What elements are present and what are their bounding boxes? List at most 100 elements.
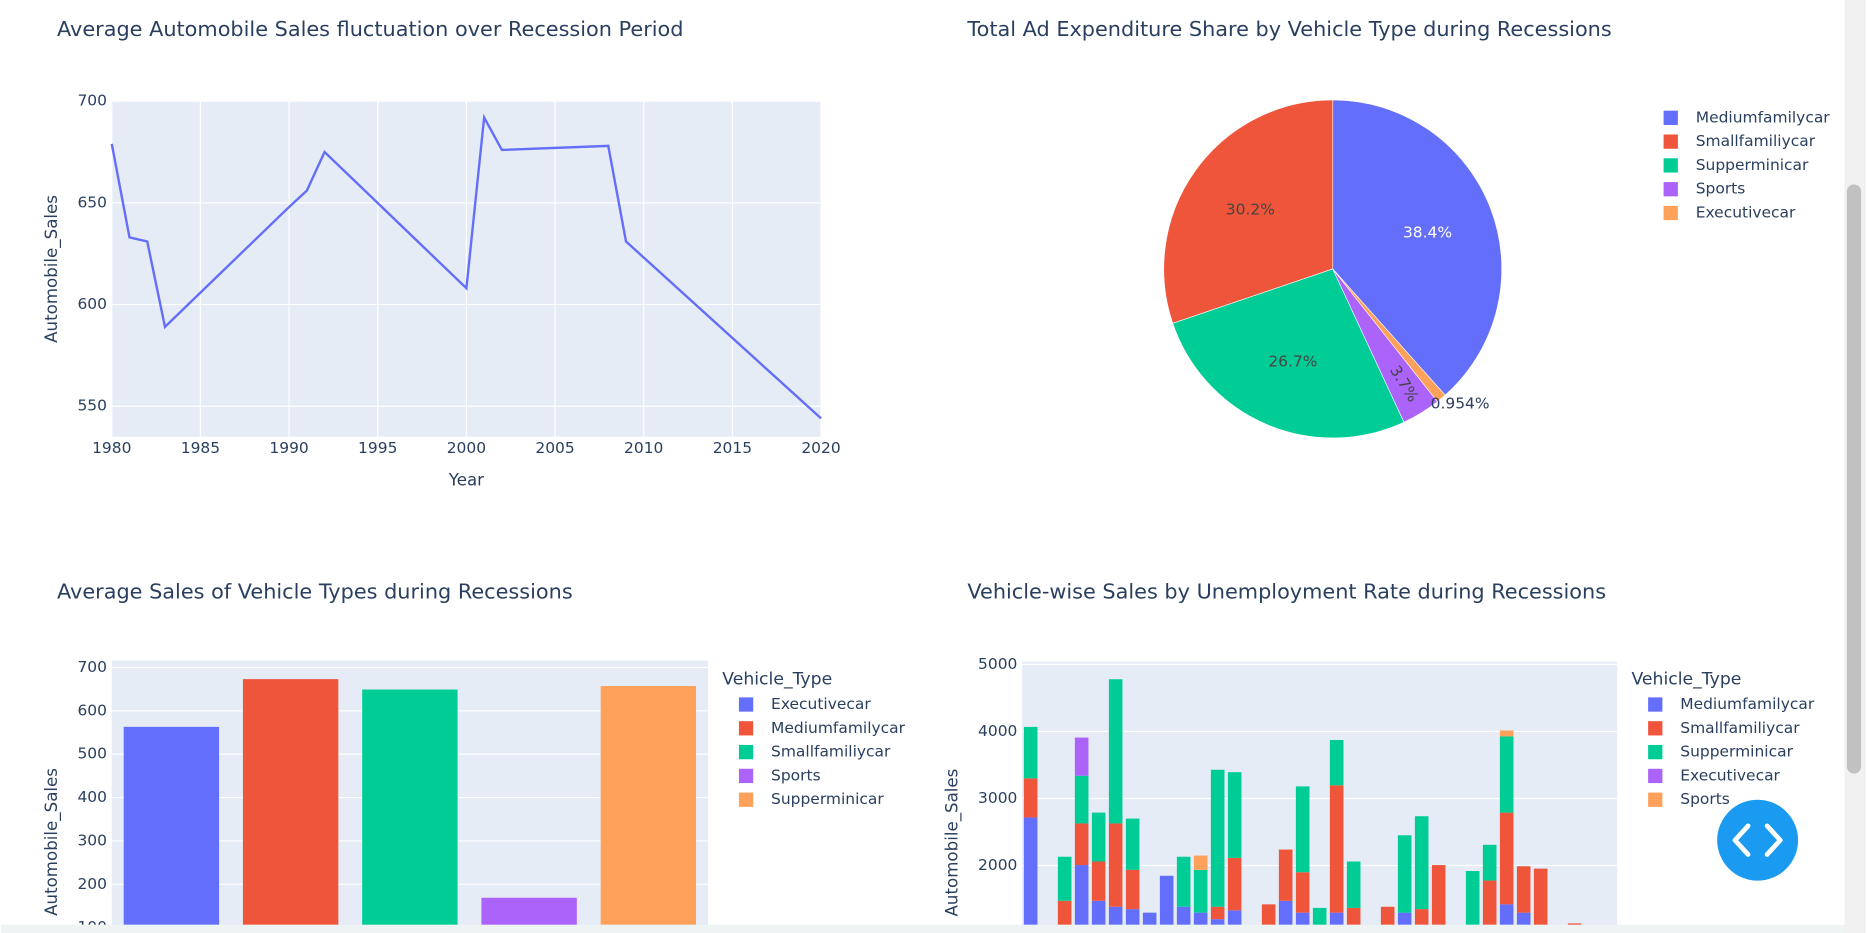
bar	[600, 686, 697, 933]
chart-title: Total Ad Expenditure Share by Vehicle Ty…	[966, 17, 1611, 41]
legend-swatch[interactable]	[1663, 205, 1678, 221]
legend-label[interactable]: Sports	[1680, 790, 1730, 808]
legend-swatch[interactable]	[1648, 744, 1663, 760]
legend-swatch[interactable]	[738, 792, 754, 807]
y-tick-label: 4000	[978, 722, 1017, 740]
y-axis-title: Automobile_Sales	[42, 195, 62, 343]
legend-title: Vehicle_Type	[1631, 670, 1741, 690]
legend-label[interactable]: Smallfamiliycar	[1696, 132, 1816, 150]
pie-value-label: 26.7%	[1268, 353, 1317, 371]
legend-swatch[interactable]	[738, 744, 754, 760]
y-tick-label: 700	[77, 92, 107, 110]
bar-segment	[1193, 855, 1208, 870]
bar-segment	[1023, 817, 1038, 933]
legend-label[interactable]: Supperminicar	[1680, 743, 1793, 761]
legend-label[interactable]: Mediumfamilycar	[771, 719, 906, 737]
pie-value-label: 38.4%	[1403, 223, 1452, 241]
x-tick-label: 1995	[358, 439, 397, 457]
legend-swatch[interactable]	[738, 721, 754, 736]
pie-slice	[1172, 268, 1405, 439]
bar-segment	[1295, 786, 1310, 873]
bar-segment	[1210, 769, 1225, 907]
legend-label[interactable]: Executivecar	[1696, 204, 1796, 222]
bar-segment	[1210, 906, 1225, 920]
bar-segment	[1023, 726, 1038, 779]
bar-segment	[1533, 868, 1548, 933]
legend-label[interactable]: Smallfamiliycar	[771, 743, 891, 761]
y-axis-title: Automobile_Sales	[943, 769, 963, 917]
chart-title: Average Sales of Vehicle Types during Re…	[57, 580, 573, 604]
bar-segment	[1091, 812, 1106, 862]
legend-label[interactable]: Executivecar	[771, 695, 871, 713]
code-icon	[1732, 823, 1783, 857]
y-axis-title: Automobile_Sales	[42, 768, 62, 916]
x-tick-label: 1990	[269, 439, 308, 457]
legend-label[interactable]: Mediumfamilycar	[1680, 695, 1815, 713]
legend-label[interactable]: Smallfamiliycar	[1680, 719, 1800, 737]
code-button-circle[interactable]	[1717, 799, 1799, 881]
bar-segment	[1465, 871, 1480, 933]
legend-label[interactable]: Sports	[771, 766, 821, 784]
charts: Average Automobile Sales fluctuation ove…	[42, 17, 1831, 933]
x-axis-title: Year	[448, 470, 484, 489]
bar-segment	[1329, 739, 1344, 786]
code-button[interactable]	[1717, 799, 1799, 881]
bar-segment	[1057, 856, 1072, 901]
x-tick-label: 2000	[447, 439, 486, 457]
bar-segment	[1227, 857, 1242, 911]
bar-segment	[1431, 865, 1446, 933]
bar	[123, 726, 220, 933]
bar-segment	[1397, 835, 1412, 913]
chart-title: Vehicle-wise Sales by Unemployment Rate …	[967, 580, 1606, 604]
x-tick-label: 2005	[535, 439, 574, 457]
legend-swatch[interactable]	[1663, 182, 1678, 197]
y-tick-label: 600	[77, 295, 107, 313]
bar-segment	[1278, 849, 1293, 901]
bar-segment	[1329, 785, 1344, 913]
legend-swatch[interactable]	[1648, 768, 1663, 784]
x-tick-label: 2020	[801, 439, 840, 457]
legend-label[interactable]: Executivecar	[1680, 766, 1780, 784]
legend-swatch[interactable]	[738, 768, 754, 784]
scrollbar-thumb[interactable]	[1846, 184, 1862, 774]
bar-segment	[1074, 823, 1089, 866]
legend-label[interactable]: Supperminicar	[771, 790, 884, 808]
bar-segment	[1108, 823, 1123, 907]
legend-swatch[interactable]	[1663, 110, 1678, 125]
bar-segment	[1193, 869, 1208, 913]
bar-segment	[1125, 818, 1140, 870]
legend-label[interactable]: Sports	[1696, 180, 1746, 198]
bar-segment	[1125, 869, 1140, 910]
pie-slice	[1332, 268, 1446, 403]
y-tick-label: 300	[77, 831, 107, 849]
legend-swatch[interactable]	[1648, 721, 1663, 736]
legend-label[interactable]: Mediumfamilycar	[1696, 108, 1831, 126]
y-tick-label: 200	[77, 875, 107, 893]
bar-segment	[1108, 679, 1123, 824]
y-tick-label: 600	[77, 701, 107, 719]
bar-segment	[1176, 856, 1191, 907]
legend-swatch[interactable]	[1663, 134, 1678, 149]
bottom-bar	[1, 924, 1845, 933]
legend-swatch[interactable]	[1648, 792, 1663, 807]
legend-label[interactable]: Supperminicar	[1696, 156, 1809, 174]
bar-segment	[1159, 875, 1174, 933]
bar-segment	[1499, 730, 1514, 737]
bar-segment	[1346, 861, 1361, 908]
legend-swatch[interactable]	[1648, 697, 1663, 712]
legend-title: Vehicle_Type	[722, 670, 832, 690]
sales-line	[110, 113, 822, 420]
bar-segment	[1227, 772, 1242, 858]
y-tick-label: 400	[77, 788, 107, 806]
y-tick-label: 650	[77, 193, 107, 211]
y-tick-label: 3000	[978, 789, 1017, 807]
x-tick-label: 1985	[181, 439, 220, 457]
bar-segment	[1499, 812, 1514, 905]
legend-swatch[interactable]	[1663, 158, 1678, 173]
legend-swatch[interactable]	[738, 697, 754, 712]
bar-segment	[1023, 778, 1038, 818]
x-tick-label: 2015	[713, 439, 752, 457]
x-tick-label: 1980	[92, 439, 131, 457]
bar-segment	[1074, 737, 1089, 776]
